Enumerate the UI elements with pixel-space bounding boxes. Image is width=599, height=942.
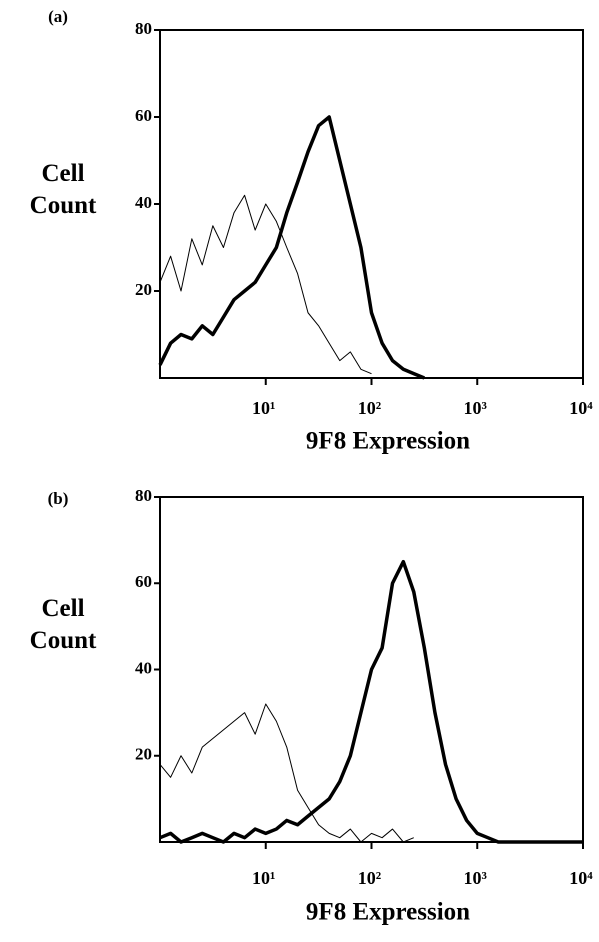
y-axis-label: Cell Count: [29, 160, 97, 219]
y-tick-label: 40: [135, 658, 152, 677]
y-tick-label: 80: [135, 19, 152, 38]
x-axis-label: 9F8 Expression: [306, 428, 470, 455]
histogram-line: [159, 703, 414, 843]
panel-label: (a): [48, 7, 68, 26]
x-tick-label: 10⁴: [569, 868, 593, 888]
x-tick-label: 10²: [358, 398, 381, 418]
y-axis-label: Cell Count: [29, 595, 97, 654]
y-tick-label: 80: [135, 486, 152, 505]
histogram-line: [159, 559, 583, 844]
histogram-line: [158, 115, 426, 380]
x-axis-label: 9F8 Expression: [306, 899, 470, 926]
x-tick-label: 10³: [464, 398, 488, 418]
y-tick-label: 60: [135, 106, 152, 125]
x-tick-label: 10²: [358, 868, 381, 888]
panel-label: (b): [48, 489, 69, 508]
plot-frame: [159, 29, 584, 379]
x-tick-label: 10¹: [252, 868, 275, 888]
y-tick-label: 60: [135, 572, 152, 591]
x-tick-label: 10¹: [252, 398, 275, 418]
histogram-line: [159, 194, 372, 375]
x-tick-label: 10³: [464, 868, 488, 888]
y-tick-label: 40: [135, 193, 152, 212]
y-tick-label: 20: [135, 745, 152, 764]
x-tick-label: 10⁴: [569, 398, 593, 418]
y-tick-label: 20: [135, 280, 152, 299]
